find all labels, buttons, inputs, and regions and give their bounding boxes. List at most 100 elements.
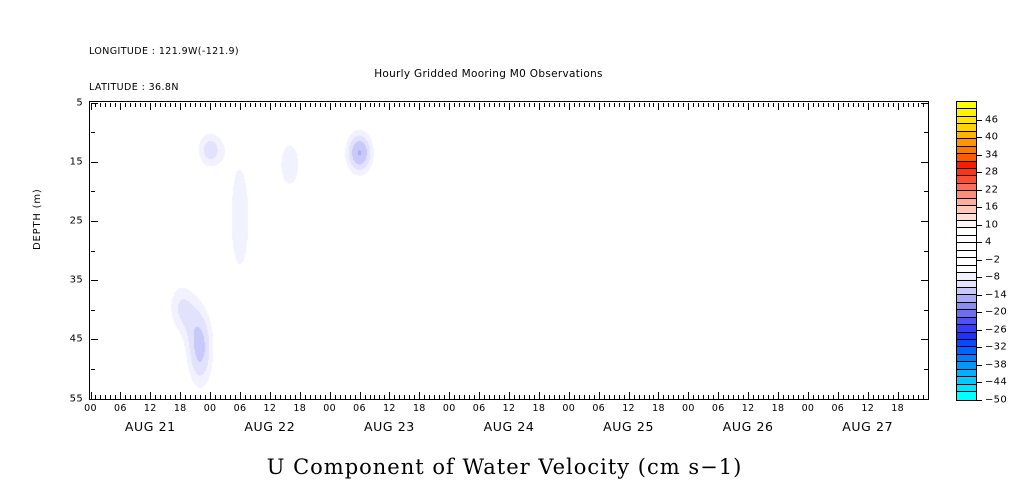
colorbar-band <box>957 302 976 311</box>
x-axis-hour-label: 18 <box>173 403 187 414</box>
colorbar-band <box>957 362 976 370</box>
x-axis-day-label: AUG 21 <box>124 419 176 434</box>
colorbar-tick <box>977 224 982 226</box>
colorbar-tick <box>977 189 982 191</box>
colorbar-tick-label: −20 <box>985 306 1008 318</box>
colorbar-band <box>957 139 976 147</box>
colorbar-tick <box>977 277 982 279</box>
y-axis-tick-label: 5 <box>76 97 83 108</box>
colorbar-band <box>957 384 976 393</box>
colorbar-tick <box>977 400 982 401</box>
x-axis-day-label: AUG 22 <box>244 419 296 434</box>
y-axis-tick-label: 25 <box>69 215 83 227</box>
x-axis-hour-label: 12 <box>622 403 635 414</box>
colorbar-tick-label: 34 <box>985 149 999 161</box>
colorbar-band <box>957 280 976 288</box>
x-axis-day-label: AUG 23 <box>363 419 415 434</box>
colorbar-tick <box>977 119 982 121</box>
x-axis-hour-label: 06 <box>711 403 725 414</box>
colorbar-band <box>957 124 976 132</box>
x-axis-hour-label: 06 <box>233 403 247 414</box>
x-axis-hour-label: 00 <box>323 403 336 414</box>
colorbar-band <box>957 183 976 192</box>
x-axis-hour-label: 00 <box>562 403 576 414</box>
colorbar-band <box>957 102 976 110</box>
colorbar-tick <box>977 294 982 296</box>
colorbar-band <box>957 213 976 221</box>
x-axis-hour-label: 18 <box>293 403 307 414</box>
y-axis-tick-label: 55 <box>69 393 83 404</box>
colorbar-band <box>957 221 976 229</box>
colorbar-tick-label: 46 <box>985 114 999 126</box>
x-axis-hour-label: 18 <box>771 403 785 414</box>
colorbar-tick-label: 4 <box>985 236 992 248</box>
x-axis-hour-label: 12 <box>263 403 277 414</box>
x-axis-hour-label: 12 <box>741 403 755 414</box>
colorbar-band <box>957 332 976 340</box>
colorbar-band <box>957 235 976 244</box>
x-axis-day-label: AUG 25 <box>603 419 654 434</box>
x-axis-hour-label: 12 <box>861 403 875 414</box>
colorbar-band <box>957 273 976 281</box>
colorbar-band <box>957 161 976 169</box>
colorbar-tick-label: −26 <box>985 324 1008 336</box>
colorbar-band <box>957 109 976 117</box>
colorbar-band <box>957 250 976 259</box>
x-axis-hour-label: 18 <box>532 403 546 414</box>
colorbar-band <box>957 176 976 184</box>
colorbar-tick-label: −14 <box>985 289 1008 301</box>
colorbar-band <box>957 116 976 125</box>
x-axis-hour-label: 18 <box>891 403 904 414</box>
x-axis-hour-label: 00 <box>203 403 217 414</box>
colorbar-band <box>957 243 976 251</box>
latitude-text: LATITUDE : 36.8N <box>89 82 179 93</box>
plot-title: Hourly Gridded Mooring M0 Observations <box>0 68 1009 80</box>
colorbar-band <box>957 317 976 326</box>
y-axis-tick-label: 45 <box>69 333 83 345</box>
colorbar-band <box>957 369 976 378</box>
colorbar-tick-label: 16 <box>985 201 999 213</box>
x-axis-day-label: AUG 27 <box>842 419 894 434</box>
x-axis-hour-label: 06 <box>831 403 845 414</box>
colorbar-band <box>957 258 976 266</box>
colorbar-tick-label: −50 <box>985 394 1008 406</box>
colorbar-band <box>957 287 976 296</box>
colorbar-band <box>957 377 976 385</box>
colorbar-tick-label: −8 <box>985 271 1001 283</box>
x-axis-hour-label: 06 <box>353 403 366 414</box>
plot-title-text: Hourly Gridded Mooring M0 Observations <box>374 68 603 80</box>
colorbar-tick-label: 22 <box>985 184 999 196</box>
x-axis-hour-label: 18 <box>652 403 665 414</box>
colorbar-tick <box>977 329 982 331</box>
colorbar-tick-label: −38 <box>985 359 1008 371</box>
colorbar-tick <box>977 242 982 244</box>
figure-caption: U Component of Water Velocity (cm s−1) <box>0 455 1009 479</box>
y-axis-title: DEPTH (m) <box>32 188 43 250</box>
x-axis-hour-label: 12 <box>383 403 396 414</box>
colorbar-band <box>957 131 976 140</box>
plot-area <box>89 101 929 400</box>
x-axis-hour-label: 00 <box>442 403 456 414</box>
x-axis-hour-label: 00 <box>801 403 815 414</box>
colorbar-band <box>957 228 976 236</box>
colorbar-band <box>957 206 976 214</box>
x-axis-hour-label: 00 <box>84 403 97 414</box>
y-axis-tick-label: 15 <box>69 156 83 168</box>
colorbar-tick-label: 40 <box>985 131 999 143</box>
colorbar-band <box>957 295 976 303</box>
x-axis-day-label: AUG 24 <box>483 419 535 434</box>
x-axis-hour-label: 18 <box>412 403 426 414</box>
colorbar-band <box>957 392 976 400</box>
colorbar-band <box>957 325 976 333</box>
colorbar-tick <box>977 172 982 174</box>
heatmap-canvas <box>90 102 927 398</box>
colorbar-tick-label: 10 <box>985 219 999 231</box>
colorbar-band <box>957 347 976 355</box>
colorbar-band <box>957 168 976 177</box>
colorbar-band <box>957 340 976 348</box>
colorbar-band <box>957 354 976 363</box>
colorbar-band <box>957 146 976 155</box>
colorbar-tick <box>977 137 982 139</box>
colorbar-tick <box>977 154 982 156</box>
colorbar-band <box>957 198 976 207</box>
